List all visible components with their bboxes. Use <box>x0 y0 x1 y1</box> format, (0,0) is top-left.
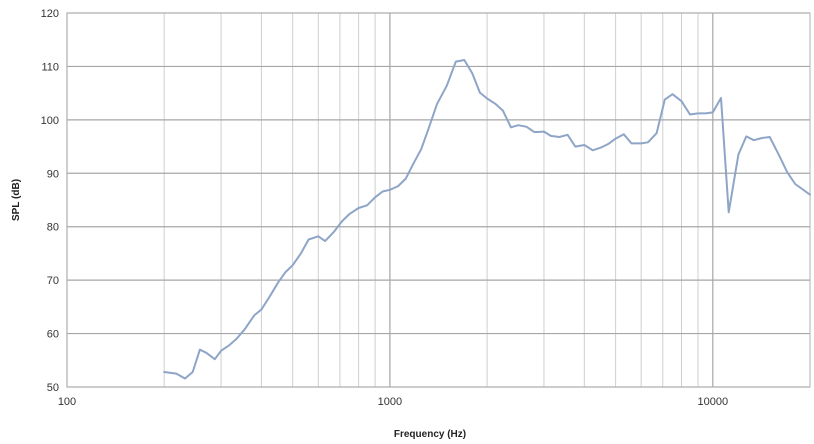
chart-series <box>163 59 811 380</box>
chart-tick-labels: 50 60 70 80 90 100 110 120 100 1000 10000 <box>41 8 728 408</box>
x-tick-label: 100 <box>58 396 76 408</box>
y-tick-label: 110 <box>41 61 59 73</box>
y-tick-label: 120 <box>41 8 59 20</box>
y-tick-label: 80 <box>47 222 59 234</box>
x-axis-title: Frequency (Hz) <box>394 429 466 440</box>
y-tick-label: 50 <box>47 382 59 394</box>
y-tick-label: 100 <box>41 115 59 127</box>
spl-series-line <box>163 59 811 380</box>
x-tick-label: 1000 <box>378 396 402 408</box>
chart-gridlines <box>66 12 811 388</box>
y-tick-label: 70 <box>47 275 59 287</box>
y-axis-title: SPL (dB) <box>11 179 22 221</box>
y-tick-label: 60 <box>47 329 59 341</box>
x-tick-label: 10000 <box>698 396 729 408</box>
plot-area-frame <box>66 12 811 388</box>
y-tick-label: 90 <box>47 168 59 180</box>
